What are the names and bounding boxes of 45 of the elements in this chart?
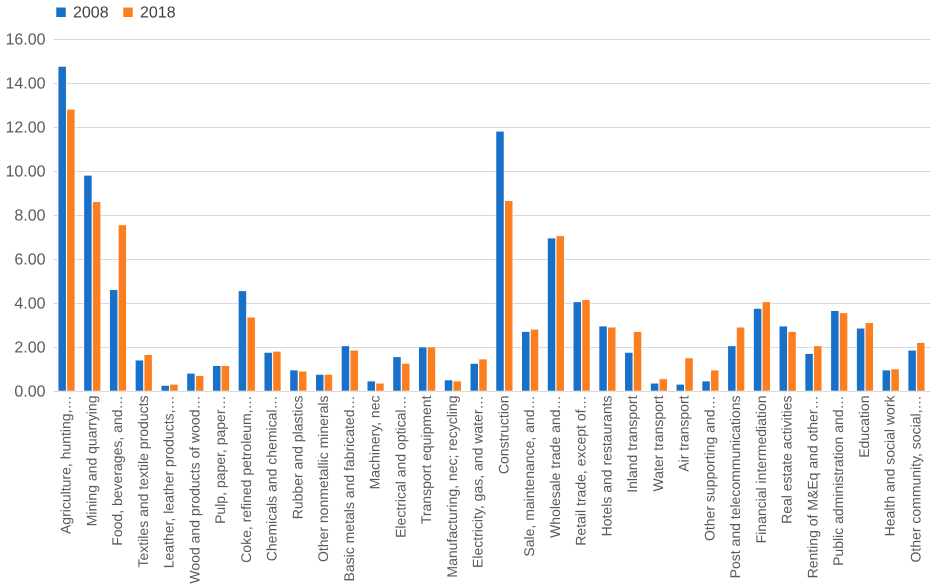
y-tick-label: 4.00 <box>14 296 46 312</box>
x-tick-label: Chemicals and chemical… <box>264 396 280 562</box>
x-tick-label: Wholesale trade and… <box>546 396 563 538</box>
legend-label: 2018 <box>140 4 176 22</box>
y-tick-label: 12.00 <box>5 120 46 136</box>
x-tick-label: Water transport <box>650 395 666 492</box>
legend-label: 2008 <box>73 4 109 22</box>
x-tick-label: Pulp, paper, paper… <box>212 396 228 524</box>
x-tick-label: Coke, refined petroleum,… <box>238 396 254 563</box>
x-tick-label: Hotels and restaurants <box>598 396 614 536</box>
x-tick-label: Leather, leather products,… <box>160 396 177 568</box>
x-tick-label: Inland transport <box>624 395 640 493</box>
y-tick-label: 14.00 <box>5 76 46 92</box>
y-tick-label: 6.00 <box>14 252 46 268</box>
y-tick-label: 0.00 <box>14 384 46 400</box>
x-tick-label: Mining and quarrying <box>83 396 100 526</box>
x-tick-label: Electricity, gas, and water… <box>470 396 486 568</box>
x-tick-label: Financial intermediation <box>752 396 769 544</box>
y-tick-label: 10.00 <box>5 164 46 180</box>
x-tick-label: Public administration and… <box>830 396 846 566</box>
x-tick-label: Manufacturing, nec; recycling <box>444 396 460 578</box>
x-tick-label: Other nonmetallic minerals <box>315 396 332 562</box>
y-tick-label: 8.00 <box>14 208 46 224</box>
x-tick-label: Rubber and plastics <box>289 396 306 520</box>
x-tick-label: Post and telecommunications <box>727 396 744 578</box>
x-tick-label: Construction <box>495 396 512 474</box>
x-tick-label: Air transport <box>676 395 692 472</box>
x-tick-label: Machinery, nec <box>366 396 383 490</box>
x-tick-label: Agriculture, hunting,… <box>58 396 74 534</box>
x-tick-label: Other supporting and… <box>701 396 718 542</box>
x-tick-label: Basic metals and fabricated… <box>340 396 357 582</box>
x-tick-label: Wood and products of wood… <box>186 396 202 584</box>
x-tick-label: Education <box>856 396 872 458</box>
y-tick-label: 16.00 <box>5 32 46 48</box>
y-tick-label: 2.00 <box>14 340 46 356</box>
x-tick-label: Renting of M&Eq and other… <box>804 396 820 578</box>
x-tick-label: Retail trade, except of… <box>572 396 589 546</box>
x-tick-label: Real estate activities <box>778 396 795 524</box>
x-tick-label: Electrical and optical… <box>392 396 408 538</box>
x-tick-label: Textiles and textile products <box>134 396 151 568</box>
x-tick-label: Other community, social,… <box>907 396 924 563</box>
x-tick-label: Transport equipment <box>418 395 434 524</box>
x-tick-label: Health and social work <box>882 394 898 536</box>
x-tick-label: Food, beverages, and… <box>109 396 126 546</box>
x-tick-label: Sale, maintenance, and… <box>521 396 538 557</box>
